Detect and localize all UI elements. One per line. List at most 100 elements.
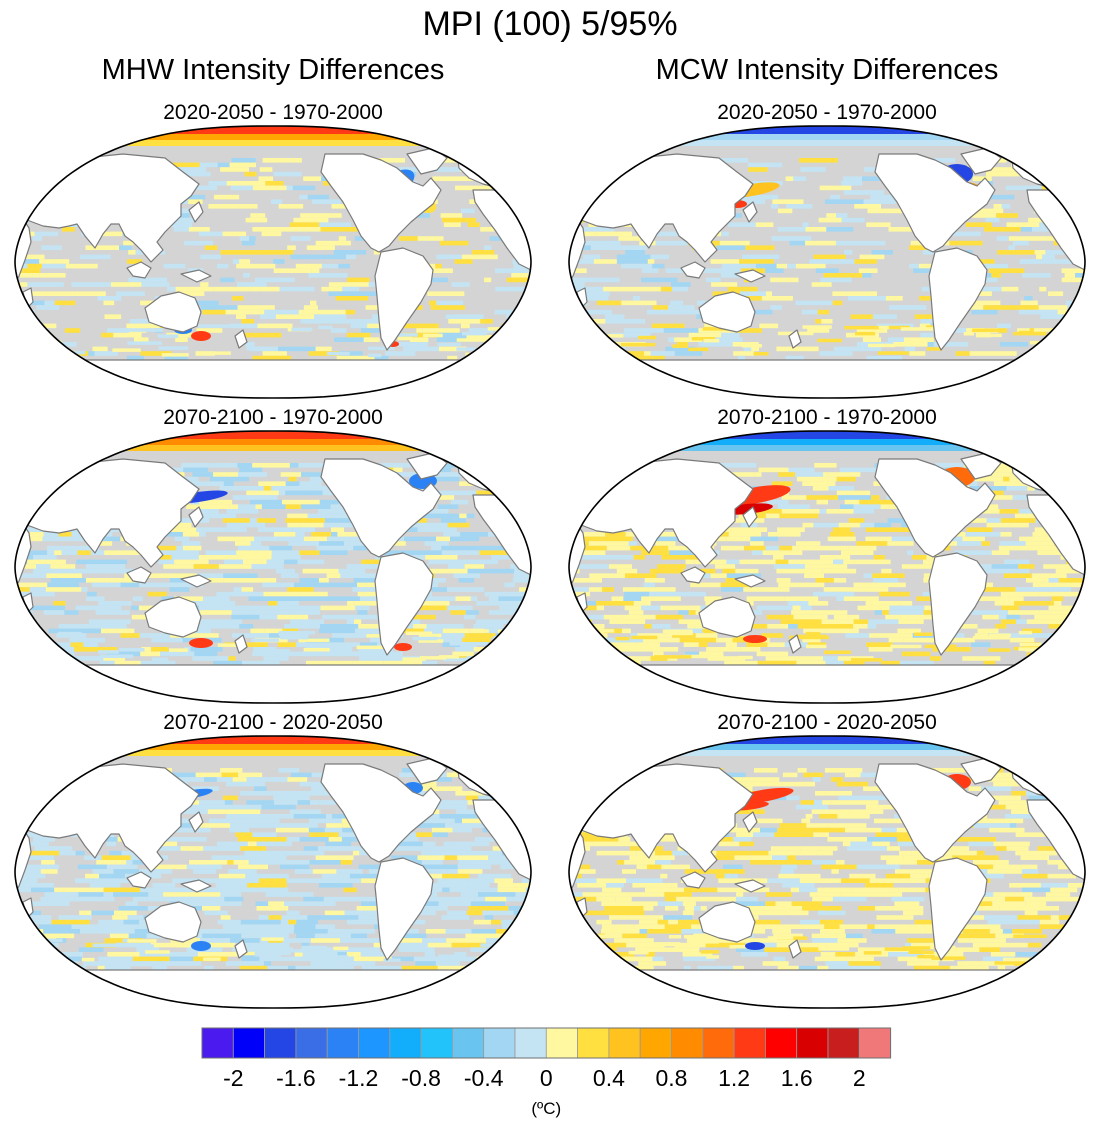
land-australia <box>144 291 202 333</box>
colorbar-swatch <box>326 1027 359 1059</box>
colorbar-swatch <box>232 1027 265 1059</box>
world-map <box>568 735 1086 1009</box>
land-new-guinea <box>734 574 766 588</box>
land-north-america <box>874 763 996 863</box>
colorbar-swatch <box>577 1027 610 1059</box>
colorbar-swatch <box>358 1027 391 1059</box>
land-antarctica <box>576 664 1078 703</box>
land-borneo-sumatra <box>126 871 152 889</box>
world-map <box>14 125 532 399</box>
colorbar-swatch <box>451 1027 485 1059</box>
panel-title: 2020-2050 - 1970-2000 <box>717 101 937 124</box>
colorbar-tick-label: -0.8 <box>401 1065 441 1091</box>
land-antarctica <box>576 969 1078 1008</box>
figure-title: MPI (100) 5/95% <box>422 5 678 43</box>
colorbar-swatch <box>514 1027 547 1059</box>
colorbar-units-label: (ºC) <box>531 1099 561 1118</box>
land-south-america <box>928 247 988 351</box>
map-panel-mcw-2020-2050: 2020-2050 - 1970-2000 <box>557 100 1097 400</box>
colorbar-tick-label: 1.2 <box>718 1065 750 1091</box>
colorbar-swatch <box>420 1027 453 1059</box>
land-north-america <box>874 458 996 558</box>
mhw-column-title: MHW Intensity Differences <box>101 54 445 86</box>
land-new-zealand <box>788 329 802 349</box>
land-antarctica <box>576 359 1078 398</box>
arctic-band <box>15 431 531 451</box>
land-australia <box>698 901 756 943</box>
land-new-guinea <box>180 269 212 283</box>
land-south-america <box>928 857 988 961</box>
colorbar-swatch <box>671 1027 704 1059</box>
land-japan <box>188 811 204 833</box>
land-japan <box>742 201 758 223</box>
mcw-column-title: MCW Intensity Differences <box>655 54 999 86</box>
map-panel-mcw-late-minus-mid: 2070-2100 - 2020-2050 <box>557 710 1097 1010</box>
colorbar-swatch <box>639 1027 672 1059</box>
colorbar-swatch <box>483 1027 516 1059</box>
colorbar-swatch <box>201 1027 234 1059</box>
colorbar-swatch <box>858 1027 891 1059</box>
land-australia <box>698 291 756 333</box>
colorbar-tick-label: -1.2 <box>339 1065 379 1091</box>
land-australia <box>698 596 756 638</box>
land-japan <box>188 506 204 528</box>
map-panel-mcw-2070-2100: 2070-2100 - 1970-2000 <box>557 405 1097 705</box>
land-borneo-sumatra <box>680 261 706 279</box>
land-new-zealand <box>788 634 802 654</box>
arctic-band <box>15 126 531 146</box>
land-north-america <box>320 153 442 253</box>
colorbar-tick-label: 0.8 <box>656 1065 688 1091</box>
colorbar-tick-label: 1.6 <box>781 1065 813 1091</box>
land-borneo-sumatra <box>680 871 706 889</box>
world-map <box>14 735 532 1009</box>
land-new-guinea <box>734 269 766 283</box>
land-new-zealand <box>234 939 248 959</box>
world-map <box>568 430 1086 704</box>
map-frame <box>14 735 532 1009</box>
panel-title: 2070-2100 - 2020-2050 <box>163 711 383 734</box>
map-frame <box>568 430 1086 704</box>
colorbar-tick-label: -2 <box>223 1065 243 1091</box>
land-borneo-sumatra <box>680 566 706 584</box>
map-panel-mhw-2070-2100: 2070-2100 - 1970-2000 <box>3 405 543 705</box>
map-panel-mhw-late-minus-mid: 2070-2100 - 2020-2050 <box>3 710 543 1010</box>
colorbar-swatch <box>827 1027 860 1059</box>
colorbar-tick-label: 0 <box>540 1065 553 1091</box>
colorbar-tick-label: -0.4 <box>464 1065 504 1091</box>
colorbar-swatch <box>733 1027 766 1059</box>
map-frame <box>568 125 1086 399</box>
colorbar-tick-label: -1.6 <box>276 1065 316 1091</box>
colorbar-swatch <box>608 1027 641 1059</box>
colorbar-swatch <box>765 1027 798 1059</box>
panel-title: 2070-2100 - 1970-2000 <box>163 406 383 429</box>
land-antarctica <box>22 969 524 1008</box>
arctic-band <box>15 736 531 756</box>
southern-ocean-band <box>569 629 1085 662</box>
land-south-america <box>374 247 434 351</box>
panel-title: 2020-2050 - 1970-2000 <box>163 101 383 124</box>
map-frame <box>14 125 532 399</box>
land-north-america <box>320 763 442 863</box>
land-japan <box>742 506 758 528</box>
land-north-america <box>874 153 996 253</box>
colorbar-swatch <box>295 1027 328 1059</box>
world-map <box>568 125 1086 399</box>
land-new-zealand <box>788 939 802 959</box>
land-new-zealand <box>234 634 248 654</box>
land-new-zealand <box>234 329 248 349</box>
colorbar-swatch <box>264 1027 297 1059</box>
arctic-band <box>569 431 1085 451</box>
land-australia <box>144 901 202 943</box>
land-north-america <box>320 458 442 558</box>
land-japan <box>188 201 204 223</box>
land-new-guinea <box>180 574 212 588</box>
colorbar: -2 -1.6 -1.2 -0.8 -0.4 0 0.4 0.8 1.2 1.6 2 (ºC) <box>201 1027 892 1118</box>
land-new-guinea <box>734 879 766 893</box>
colorbar-swatch <box>389 1027 422 1059</box>
map-frame <box>568 735 1086 1009</box>
panel-title: 2070-2100 - 1970-2000 <box>717 406 937 429</box>
colorbar-swatch <box>545 1027 578 1059</box>
land-antarctica <box>22 359 524 398</box>
land-australia <box>144 596 202 638</box>
land-borneo-sumatra <box>126 261 152 279</box>
